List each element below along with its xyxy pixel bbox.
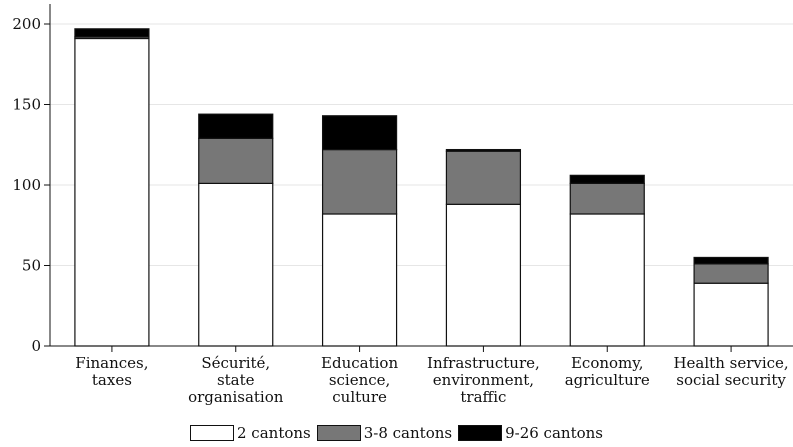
- legend-label-series-1: 3-8 cantons: [363, 424, 453, 442]
- bar-segment-0-2: [74, 28, 150, 38]
- legend-label-series-2: 9-26 cantons: [505, 424, 603, 442]
- x-tick-label: Health service, social security: [673, 354, 788, 389]
- bar-segment-3-1: [445, 150, 522, 205]
- y-tick-label: 0: [31, 337, 41, 355]
- gridlines: [50, 23, 793, 266]
- x-tick-label: Finances, taxes: [75, 354, 148, 389]
- bar-segment-4-0: [569, 213, 645, 347]
- x-tick-label-line: taxes: [92, 371, 132, 389]
- x-tick-label-line: science,: [329, 371, 390, 389]
- x-tick-label-line: state: [217, 371, 255, 389]
- y-tick-label: 150: [12, 96, 41, 114]
- legend-swatch-series-2: [458, 425, 503, 441]
- bar-segment-5-2: [693, 256, 769, 265]
- legend-item-series-2: 9-26 cantons: [458, 424, 603, 442]
- y-tick-label: 200: [12, 15, 41, 33]
- x-tick-label: Economy, agriculture: [565, 354, 650, 389]
- bar-segment-1-1: [198, 137, 274, 184]
- x-tick-label: Education science, culture: [321, 354, 398, 406]
- bar-segment-0-0: [74, 37, 150, 347]
- bar-segment-1-2: [198, 113, 274, 139]
- axes: [49, 4, 793, 352]
- x-axis-labels: Finances, taxes Sécurité, state organisation…: [75, 354, 788, 406]
- bar-segment-5-0: [693, 282, 769, 347]
- y-tick-label: 50: [22, 257, 41, 275]
- bar-segment-5-1: [693, 263, 769, 284]
- bars: [74, 28, 769, 347]
- x-tick-label: Infrastructure, environment, traffic: [427, 354, 540, 406]
- bar-segment-3-0: [445, 203, 522, 347]
- x-tick-label-line: traffic: [460, 388, 506, 406]
- y-tick-label: 100: [12, 176, 41, 194]
- x-tick-label-line: Education: [321, 354, 398, 372]
- x-tick-label-line: organisation: [188, 388, 284, 406]
- x-tick-label-line: Infrastructure,: [427, 354, 540, 372]
- bar-segment-2-1: [321, 148, 398, 215]
- x-tick-label-line: Health service,: [673, 354, 788, 372]
- x-tick-label: Sécurité, state organisation: [188, 354, 284, 406]
- legend-item-series-0: 2 cantons: [190, 424, 311, 442]
- bar-segment-2-2: [321, 115, 398, 151]
- y-axis-ticks: 0 50 100 150 200: [12, 15, 50, 355]
- x-tick-label-line: social security: [676, 371, 786, 389]
- bar-segment-3-2: [445, 148, 522, 152]
- legend-item-series-1: 3-8 cantons: [316, 424, 453, 442]
- x-tick-label-line: Sécurité,: [201, 354, 270, 372]
- stacked-bar-chart: 0 50 100 150 200 Finances, taxes Sécurité, stat…: [12, 4, 793, 406]
- x-tick-label-line: environment,: [433, 371, 534, 389]
- legend-swatch-series-0: [190, 425, 234, 441]
- bar-segment-4-1: [569, 182, 645, 215]
- x-tick-label-line: Economy,: [571, 354, 644, 372]
- legend-label-series-0: 2 cantons: [237, 424, 311, 442]
- bar-segment-4-2: [569, 174, 645, 184]
- legend: 2 cantons 3-8 cantons 9-26 cantons: [0, 422, 793, 444]
- bar-segment-1-0: [198, 182, 274, 347]
- legend-swatch-series-1: [316, 425, 361, 441]
- bar-segment-2-0: [321, 213, 398, 347]
- x-tick-label-line: Finances,: [75, 354, 148, 372]
- x-tick-label-line: culture: [332, 388, 387, 406]
- x-tick-label-line: agriculture: [565, 371, 650, 389]
